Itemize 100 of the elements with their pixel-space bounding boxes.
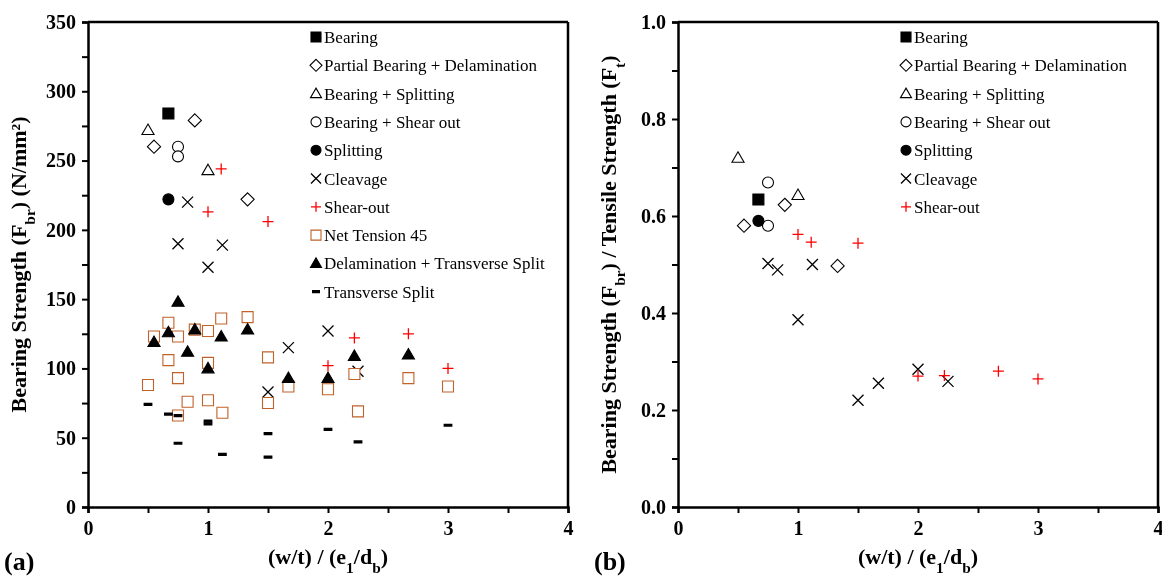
point — [321, 324, 335, 338]
x-tick-label: 4 — [563, 517, 574, 540]
point — [141, 123, 155, 136]
point — [791, 313, 805, 326]
point — [321, 359, 335, 372]
point — [347, 349, 361, 361]
y-tick-label: 0.4 — [641, 301, 666, 324]
point — [216, 406, 229, 419]
legend-label: Net Tension 45 — [324, 226, 428, 246]
point — [911, 369, 925, 383]
y-tick-label: 0.8 — [641, 107, 666, 130]
y-tick-label: 0.2 — [641, 398, 666, 421]
point — [761, 176, 775, 189]
y-tick-label: 150 — [46, 288, 76, 311]
y-tick-label: 250 — [46, 149, 76, 172]
point — [872, 377, 885, 390]
point — [215, 162, 228, 176]
legend-label: Splitting — [324, 141, 384, 161]
point — [351, 405, 365, 418]
point — [911, 363, 925, 376]
point — [261, 397, 275, 410]
point — [141, 379, 155, 392]
point — [181, 345, 195, 357]
point — [402, 327, 415, 340]
point — [171, 150, 185, 163]
point — [851, 237, 865, 250]
point — [146, 139, 162, 154]
point — [187, 113, 202, 128]
point — [938, 369, 951, 382]
point — [201, 324, 215, 338]
point — [162, 107, 175, 120]
point — [216, 238, 229, 252]
legend-label: Bearing + Shear out — [914, 112, 1051, 132]
y-tick-label: 50 — [56, 426, 76, 449]
y-tick-label: 300 — [46, 80, 76, 103]
y-tick-label: 0.6 — [641, 204, 666, 227]
point — [402, 372, 415, 385]
point — [761, 219, 775, 232]
point — [771, 263, 784, 276]
point — [241, 311, 254, 324]
legend-label: Bearing — [914, 28, 969, 47]
text: (a) — [4, 547, 35, 576]
point — [761, 257, 775, 270]
point — [171, 295, 185, 307]
point — [261, 351, 275, 364]
legend-label: Shear-out — [324, 197, 391, 217]
point — [941, 375, 955, 388]
point — [147, 335, 161, 348]
point — [791, 228, 805, 241]
x-tick-label: 1 — [203, 517, 214, 540]
point — [731, 151, 745, 163]
x-tick-label: 0 — [673, 517, 684, 540]
point — [1031, 372, 1045, 386]
x-tick-label: 3 — [1033, 517, 1044, 540]
y-tick-label: 0 — [66, 495, 76, 518]
point — [282, 341, 295, 354]
x-tick-label: 1 — [793, 517, 804, 540]
point — [215, 312, 228, 325]
legend-label: Partial Bearing + Delamination — [324, 56, 538, 76]
text: (b) — [594, 547, 626, 576]
x-tick-label: 0 — [83, 517, 94, 540]
point — [736, 218, 752, 233]
point — [752, 193, 765, 206]
point — [752, 214, 765, 227]
y-tick-label: 100 — [46, 357, 76, 380]
point — [348, 367, 361, 381]
legend-label: Delamination + Transverse Split — [324, 254, 545, 274]
point — [240, 192, 255, 207]
legend-label: Bearing + Splitting — [324, 84, 455, 104]
y-tick-label: 0.0 — [641, 495, 666, 518]
point — [214, 329, 228, 342]
y-tick-label: 1.0 — [641, 10, 666, 33]
legend-label: Shear-out — [914, 197, 981, 217]
y-tick-label: 200 — [46, 218, 76, 241]
point — [201, 394, 215, 407]
point — [791, 188, 805, 201]
y-tick-label: 350 — [46, 10, 76, 33]
point — [161, 325, 175, 338]
point — [805, 236, 818, 249]
point — [162, 193, 175, 206]
point — [201, 205, 215, 218]
point — [201, 163, 215, 176]
point — [401, 347, 415, 360]
point — [171, 330, 185, 343]
point — [851, 394, 865, 407]
legend-label: Cleavage — [914, 169, 978, 189]
point — [201, 261, 215, 274]
x-axis-title: (w/t) / (e$_{1}$/d$_{b}$) — [267, 544, 389, 576]
point — [171, 237, 185, 250]
legend-label: Bearing — [324, 28, 379, 47]
point — [181, 395, 194, 408]
point — [281, 371, 295, 384]
point — [992, 365, 1005, 378]
legend-label: Bearing + Shear out — [324, 112, 461, 132]
x-axis-title: (w/t) / (e$_{1}$/d$_{b}$) — [857, 544, 979, 576]
point — [261, 385, 275, 399]
legend-label: Splitting — [914, 141, 974, 161]
x-tick-label: 2 — [913, 517, 924, 540]
point — [321, 371, 335, 384]
x-tick-label: 3 — [443, 517, 454, 540]
